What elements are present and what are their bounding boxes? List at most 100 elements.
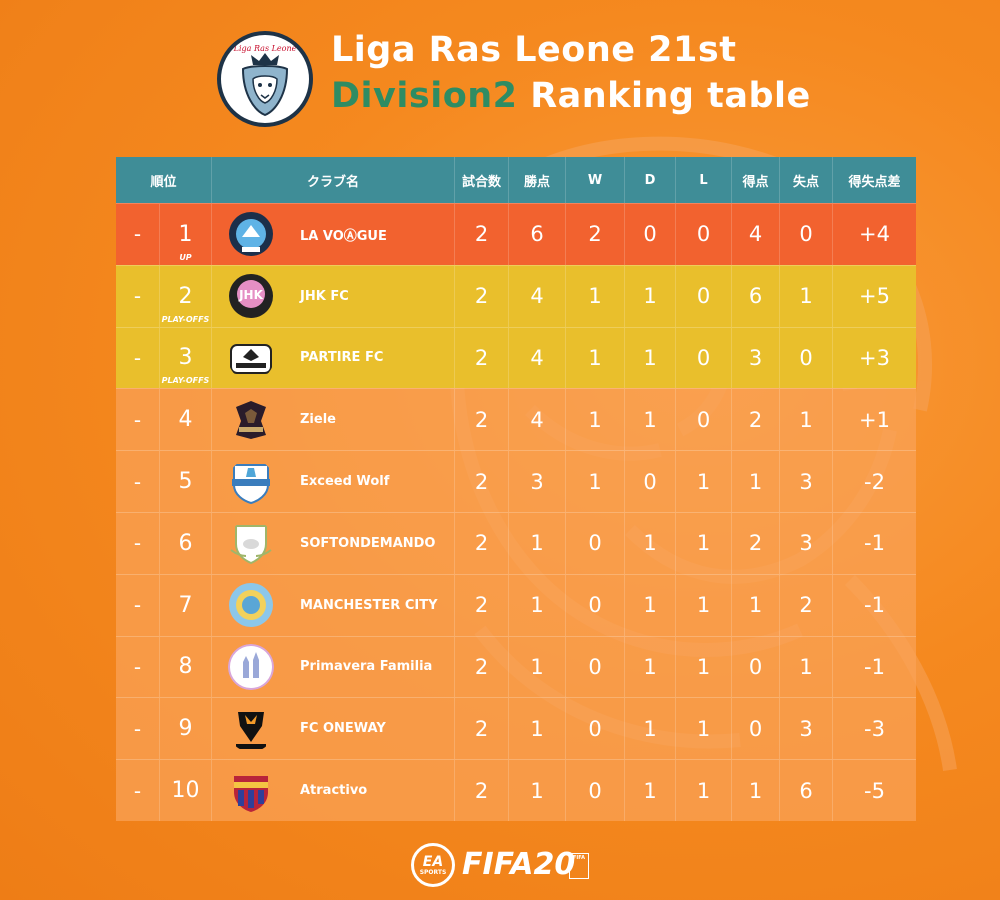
losses-cell: 0 [676, 204, 732, 265]
points-cell: 4 [509, 389, 566, 451]
rank-cell: 1 UP [160, 204, 212, 265]
movement-indicator: - [116, 327, 160, 389]
lion-logo-icon: Liga Ras Leone [233, 44, 297, 117]
points-cell: 3 [509, 451, 566, 512]
goals-against-cell: 3 [780, 698, 833, 760]
rank-cell: 2 PLAY-OFFS [160, 265, 212, 327]
table-row: -1 UP LA VOⒶGUE 2 6 2 0 0 4 0 +4 [116, 203, 916, 265]
rank-number: 8 [178, 654, 193, 680]
col-goals-for: 得点 [732, 157, 780, 203]
played-cell: 2 [455, 204, 509, 265]
rank-cell: 4 [160, 389, 212, 451]
losses-cell: 1 [676, 760, 732, 821]
col-points: 勝点 [509, 157, 566, 203]
wins-cell: 1 [566, 265, 625, 327]
col-club: クラブ名 [212, 157, 455, 203]
wins-cell: 2 [566, 204, 625, 265]
movement-indicator: - [116, 204, 160, 265]
division-label: Division2 [331, 76, 518, 116]
club-cell: FC ONEWAY [212, 698, 455, 760]
played-cell: 2 [455, 636, 509, 698]
goal-diff-cell: -3 [864, 716, 885, 741]
rank-number: 4 [178, 407, 193, 433]
goals-against-cell: 3 [780, 451, 833, 512]
ea-sports-text: SPORTS [419, 868, 447, 876]
wins-cell: 0 [566, 760, 625, 821]
table-row: -7 MANCHESTER CITY 2 1 0 1 1 1 2 -1 [116, 573, 916, 636]
goals-against-cell: 6 [780, 760, 833, 821]
club-name: Ziele [300, 412, 336, 428]
table-row: -5 Exceed Wolf 2 3 1 0 1 1 3 -2 [116, 450, 916, 512]
rank-number: 3 [178, 345, 193, 371]
goal-diff-cell: -1 [864, 593, 885, 618]
draws-cell: 1 [625, 265, 676, 327]
played-cell: 2 [455, 451, 509, 512]
club-cell: PARTIRE FC [212, 327, 455, 389]
rank-cell: 7 [160, 574, 212, 636]
goals-for-cell: 4 [732, 204, 780, 265]
col-goals-against: 失点 [780, 157, 833, 203]
draws-cell: 1 [625, 636, 676, 698]
rank-cell: 5 [160, 451, 212, 512]
jhk-crest-icon: JHK [228, 273, 274, 319]
played-cell: 2 [455, 265, 509, 327]
col-goal-diff: 得失点差 [848, 174, 901, 190]
rank-number: 10 [171, 778, 200, 804]
ea-sports-logo-icon: EA SPORTS [411, 843, 455, 887]
goals-for-cell: 0 [732, 636, 780, 698]
wins-cell: 1 [566, 451, 625, 512]
club-name: PARTIRE FC [300, 350, 384, 366]
ranking-table-label: Ranking table [517, 76, 811, 116]
table-row: -2 PLAY-OFFS JHK JHK FC 2 4 1 1 0 6 1 +5 [116, 264, 916, 327]
draws-cell: 1 [625, 574, 676, 636]
col-wins: W [566, 157, 625, 203]
draws-cell: 1 [625, 512, 676, 574]
goal-diff-cell: -2 [864, 469, 885, 494]
club-name: MANCHESTER CITY [300, 597, 438, 613]
goal-diff-cell: -1 [864, 531, 885, 556]
goals-against-cell: 2 [780, 574, 833, 636]
played-cell: 2 [455, 760, 509, 821]
fifa-badge-icon: FIFA [569, 853, 589, 879]
points-cell: 1 [509, 760, 566, 821]
club-cell: LA VOⒶGUE [212, 204, 455, 265]
goals-for-cell: 0 [732, 698, 780, 760]
played-cell: 2 [455, 698, 509, 760]
club-name: JHK FC [300, 288, 349, 304]
rank-number: 6 [178, 530, 193, 556]
goals-for-cell: 1 [732, 760, 780, 821]
table-row: -3 PLAY-OFFS PARTIRE FC 2 4 1 1 0 3 0 +3 [116, 326, 916, 389]
goals-for-cell: 1 [732, 574, 780, 636]
losses-cell: 1 [676, 512, 732, 574]
rank-cell: 8 [160, 636, 212, 698]
club-cell: Ziele [212, 389, 455, 451]
col-losses: L [676, 157, 732, 203]
ea-logo-text: EA [422, 853, 444, 870]
losses-cell: 1 [676, 451, 732, 512]
points-cell: 6 [509, 204, 566, 265]
goal-diff-cell: +5 [859, 284, 890, 309]
losses-cell: 1 [676, 574, 732, 636]
table-row: -4 Ziele 2 4 1 1 0 2 1 +1 [116, 388, 916, 451]
losses-cell: 0 [676, 327, 732, 389]
club-cell: Atractivo [212, 760, 455, 821]
goal-diff-cell: -5 [864, 778, 885, 803]
rank-number: 5 [178, 469, 193, 495]
col-rank: 順位 [116, 157, 212, 203]
goals-against-cell: 3 [780, 512, 833, 574]
losses-cell: 1 [676, 636, 732, 698]
movement-indicator: - [116, 698, 160, 760]
wins-cell: 0 [566, 574, 625, 636]
primavera-crest-icon [228, 643, 274, 690]
points-cell: 1 [509, 512, 566, 574]
ziele-crest-icon [228, 397, 274, 443]
goals-for-cell: 2 [732, 389, 780, 451]
col-played: 試合数 [455, 157, 509, 203]
movement-indicator: - [116, 760, 160, 821]
la-vogue-crest-icon [228, 211, 274, 257]
goals-for-cell: 3 [732, 327, 780, 389]
table-row: -9 FC ONEWAY 2 1 0 1 1 0 3 -3 [116, 697, 916, 760]
wins-cell: 0 [566, 512, 625, 574]
partire-crest-icon [228, 335, 274, 381]
goal-diff-cell: +1 [859, 407, 890, 432]
